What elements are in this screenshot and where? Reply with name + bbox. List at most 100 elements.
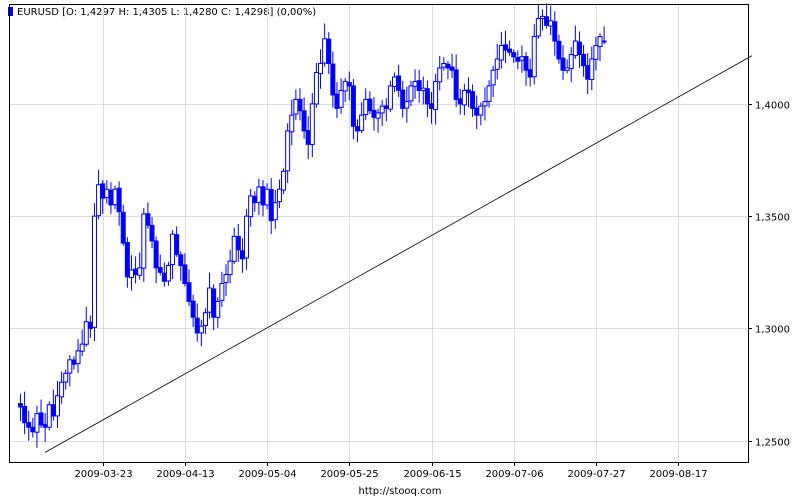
candle-body-up xyxy=(83,321,89,345)
candle-body-up xyxy=(272,202,278,221)
candle xyxy=(145,202,151,229)
candle xyxy=(338,78,344,114)
candle xyxy=(597,33,603,62)
candle xyxy=(498,31,504,69)
candle xyxy=(75,339,81,373)
candle xyxy=(490,65,496,98)
candle xyxy=(38,399,44,429)
candle-body-up xyxy=(597,36,603,48)
candle-body-up xyxy=(441,62,447,68)
candle-body-up xyxy=(482,101,488,107)
candle xyxy=(194,303,200,342)
candle-body-up xyxy=(67,359,73,374)
candle xyxy=(449,53,455,79)
candle xyxy=(556,34,562,64)
candle xyxy=(457,88,463,115)
candle xyxy=(531,24,537,85)
candle-body-up xyxy=(387,85,393,110)
candle-body-up xyxy=(478,105,484,116)
candle-body-up xyxy=(490,69,496,86)
candle-body-up xyxy=(264,188,270,206)
candle xyxy=(478,102,484,126)
candle-body-down xyxy=(429,103,434,109)
candle-body-down xyxy=(305,130,311,145)
candle-body-down xyxy=(182,264,188,285)
x-tick-label: 2009-07-27 xyxy=(567,469,625,480)
candle-body-down xyxy=(252,195,258,204)
candle xyxy=(133,256,139,284)
trendline-layer xyxy=(44,55,753,453)
candle xyxy=(285,123,291,183)
candle xyxy=(371,96,377,131)
candle xyxy=(502,30,508,64)
candle-body-up xyxy=(519,56,525,61)
candle-body-down xyxy=(116,187,122,213)
candle xyxy=(268,178,274,235)
candle xyxy=(396,64,402,97)
candle xyxy=(494,43,500,80)
candle-body-up xyxy=(498,45,504,61)
candle-body-up xyxy=(170,233,176,266)
candle xyxy=(178,251,184,281)
candle-body-down xyxy=(87,321,93,329)
candle-body-down xyxy=(190,300,196,318)
candle-body-down xyxy=(149,224,155,242)
candle-body-up xyxy=(318,62,324,75)
candle-body-up xyxy=(244,215,250,259)
candle xyxy=(412,69,418,99)
candle-body-up xyxy=(593,45,599,60)
candle xyxy=(42,413,48,442)
x-tick-label: 2009-04-13 xyxy=(156,469,214,480)
candle-body-down xyxy=(371,109,377,118)
candle xyxy=(482,87,488,121)
candle-body-down xyxy=(511,52,517,58)
candle-body-down xyxy=(474,107,480,116)
x-tick-label: 2009-03-23 xyxy=(74,469,132,480)
candle xyxy=(359,102,365,134)
candle xyxy=(120,204,126,246)
candle xyxy=(511,49,517,63)
candle xyxy=(276,179,282,209)
candle-body-up xyxy=(59,381,65,398)
candle xyxy=(461,83,467,116)
candle xyxy=(507,40,513,56)
candle-body-down xyxy=(100,183,106,199)
candle xyxy=(392,72,398,93)
candle-body-down xyxy=(346,81,352,87)
candle-body-up xyxy=(379,105,385,114)
candle xyxy=(190,294,196,328)
candle-body-down xyxy=(416,80,422,91)
candle xyxy=(54,380,60,429)
candle-body-up xyxy=(359,114,365,131)
candle xyxy=(244,208,250,270)
candle xyxy=(297,88,303,121)
candle-body-up xyxy=(285,130,291,172)
candle-body-up xyxy=(128,269,134,279)
candle xyxy=(112,185,118,210)
candle-body-down xyxy=(120,211,126,244)
candle xyxy=(223,264,229,296)
candle xyxy=(272,189,278,229)
candle-body-down xyxy=(178,254,184,267)
candle xyxy=(71,356,77,370)
candle-body-down xyxy=(211,288,217,318)
candle xyxy=(59,371,65,404)
candle-body-down xyxy=(239,250,245,260)
candle xyxy=(465,77,471,108)
candle xyxy=(256,178,262,215)
candle xyxy=(161,262,167,287)
candle-body-down xyxy=(552,21,558,42)
candle xyxy=(137,252,143,280)
candle-body-down xyxy=(174,234,180,255)
candle xyxy=(544,3,550,29)
candle xyxy=(104,180,110,204)
legend-series-swatch xyxy=(8,7,13,16)
candle-body-down xyxy=(457,98,463,105)
candle-body-up xyxy=(202,312,208,326)
candle xyxy=(470,84,476,117)
candle xyxy=(416,69,422,103)
candle xyxy=(334,82,340,119)
candle xyxy=(22,391,28,435)
candle-body-up xyxy=(231,235,237,262)
candle xyxy=(79,329,85,357)
